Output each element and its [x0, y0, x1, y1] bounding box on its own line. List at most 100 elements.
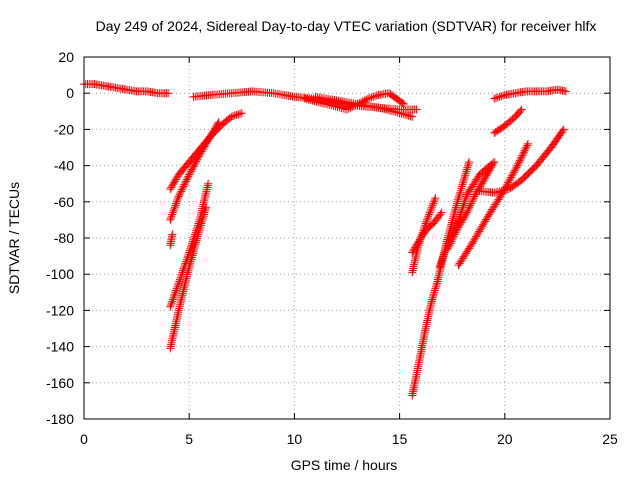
data-point: [509, 168, 518, 177]
data-point: [523, 139, 532, 148]
data-point: [478, 177, 487, 186]
data-point: [175, 275, 184, 284]
data-point: [445, 241, 454, 250]
data-point: [172, 284, 181, 293]
data-point: [234, 110, 243, 119]
data-point: [482, 215, 491, 224]
data-point: [473, 173, 482, 182]
data-point: [452, 201, 461, 210]
data-point: [481, 172, 490, 181]
data-point: [191, 240, 200, 249]
data-point: [455, 221, 464, 230]
data-point: [166, 300, 175, 309]
data-point: [448, 216, 457, 225]
data-point: [479, 220, 488, 229]
data-point: [516, 106, 525, 115]
data-point: [457, 182, 466, 191]
data-point: [481, 217, 490, 226]
data-point: [196, 149, 205, 158]
data-point: [237, 109, 246, 118]
data-point: [464, 205, 473, 214]
data-point: [486, 164, 495, 173]
data-point: [460, 251, 469, 260]
data-point: [471, 190, 480, 199]
data-point: [454, 193, 463, 202]
series-4: [311, 92, 417, 121]
data-point: [462, 165, 471, 174]
data-point: [178, 184, 187, 193]
y-tick-label: -180: [46, 411, 74, 427]
tick-labels: 0 5 10 15 20 25 -180 -160 -140 -120 -100 -80 -60 -40 -…: [46, 49, 618, 447]
data-point: [202, 139, 211, 148]
data-point: [463, 161, 472, 170]
data-point: [199, 212, 208, 221]
data-point: [399, 110, 408, 119]
data-point: [472, 232, 481, 241]
data-point: [167, 212, 176, 221]
data-point: [174, 281, 183, 290]
data-point: [164, 89, 173, 98]
data-point: [452, 226, 461, 235]
data-point: [343, 105, 351, 114]
data-point: [229, 112, 238, 121]
data-point: [182, 175, 191, 184]
data-point: [504, 178, 513, 187]
data-point: [172, 286, 181, 295]
series-9: [166, 203, 211, 353]
x-axis-title: GPS time / hours: [291, 457, 398, 473]
data-point: [225, 114, 234, 123]
data-point: [430, 286, 439, 295]
data-point: [167, 299, 176, 308]
data-point: [438, 255, 447, 264]
data-point: [435, 262, 444, 271]
data-point: [465, 203, 474, 212]
data-point: [479, 176, 488, 185]
data-point: [467, 240, 476, 249]
data-point: [443, 244, 452, 253]
data-point: [194, 152, 203, 161]
data-point: [429, 197, 438, 206]
data-point: [522, 143, 531, 152]
data-point: [372, 91, 381, 100]
data-point: [184, 172, 193, 181]
data-point: [201, 205, 210, 214]
data-point: [456, 220, 465, 229]
data-point: [449, 234, 458, 242]
data-point: [167, 183, 176, 192]
data-point: [189, 247, 198, 256]
data-point: [426, 206, 435, 215]
data-point: [422, 217, 431, 226]
data-point: [174, 279, 183, 288]
data-point: [170, 177, 179, 186]
data-point: [468, 239, 477, 248]
y-tick-label: -80: [54, 230, 74, 246]
data-point: [436, 210, 445, 219]
data-point: [474, 185, 483, 194]
data-point: [453, 197, 462, 206]
x-tick-label: 20: [497, 431, 513, 447]
data-point: [465, 157, 474, 166]
data-point: [398, 98, 407, 107]
data-point: [437, 208, 446, 217]
data-point: [177, 187, 186, 196]
data-point: [468, 182, 477, 191]
data-point: [462, 208, 471, 217]
data-point: [492, 94, 501, 103]
data-point: [519, 148, 528, 157]
data-point: [168, 210, 177, 219]
data-point: [209, 126, 218, 135]
data-point: [183, 173, 192, 182]
data-point: [486, 208, 495, 217]
data-point: [466, 185, 475, 194]
data-point: [420, 223, 429, 232]
data-point: [369, 92, 378, 101]
data-point: [197, 217, 206, 226]
data-point: [200, 208, 209, 217]
data-point: [230, 111, 239, 120]
data-point: [518, 151, 527, 160]
series-11: [408, 194, 440, 277]
data-point: [497, 92, 506, 101]
grid-lines: [84, 57, 610, 419]
data-point: [418, 230, 427, 239]
